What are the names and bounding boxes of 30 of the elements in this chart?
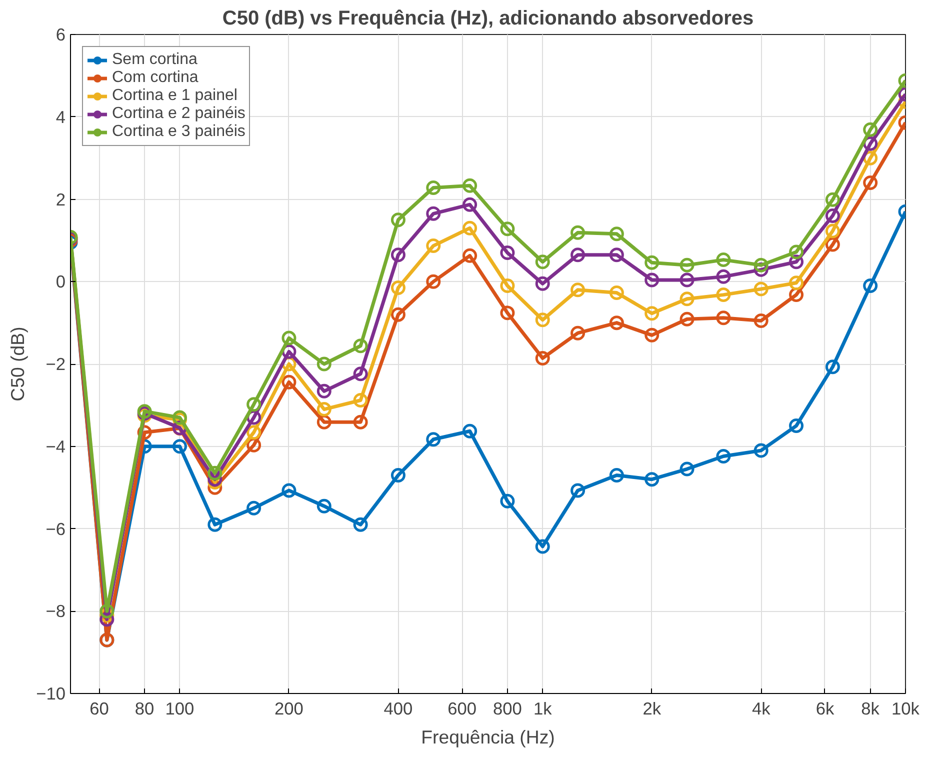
y-tick-label: 2 <box>56 189 66 210</box>
x-tick-label: 6k <box>816 698 834 718</box>
x-tick-label: 60 <box>90 698 109 718</box>
y-tick-label: −8 <box>46 601 66 622</box>
y-tick-label: 4 <box>56 106 66 127</box>
x-tick-label: 4k <box>752 698 771 718</box>
x-tick-label: 1k <box>533 698 552 718</box>
x-tick-label: 800 <box>492 698 522 718</box>
legend-label: Cortina e 3 painéis <box>112 123 246 141</box>
legend-label: Cortina e 2 painéis <box>112 105 246 123</box>
x-axis-title: Frequência (Hz) <box>421 726 555 748</box>
legend-label: Sem cortina <box>112 51 198 69</box>
y-tick-label: 0 <box>56 272 66 292</box>
x-tick-label: 8k <box>861 698 880 718</box>
x-tick-label: 100 <box>165 698 194 718</box>
legend-label: Cortina e 1 painel <box>112 87 238 105</box>
x-tick-label: 2k <box>642 698 662 718</box>
x-tick-label: 600 <box>448 698 477 718</box>
y-axis-title: C50 (dB) <box>7 326 28 402</box>
x-tick-label: 80 <box>134 698 154 718</box>
x-tick-label: 400 <box>384 698 413 718</box>
x-tick-label: 200 <box>274 698 304 718</box>
legend-label: Com cortina <box>112 69 198 87</box>
y-tick-label: −4 <box>46 436 66 456</box>
chart-title: C50 (dB) vs Frequência (Hz), adicionando absorvedores <box>222 8 754 30</box>
y-tick-label: −10 <box>36 684 66 704</box>
y-tick-label: 6 <box>56 24 66 44</box>
y-tick-label: −6 <box>46 518 66 539</box>
x-tick-label: 10k <box>892 698 920 718</box>
y-tick-label: −2 <box>46 354 66 374</box>
